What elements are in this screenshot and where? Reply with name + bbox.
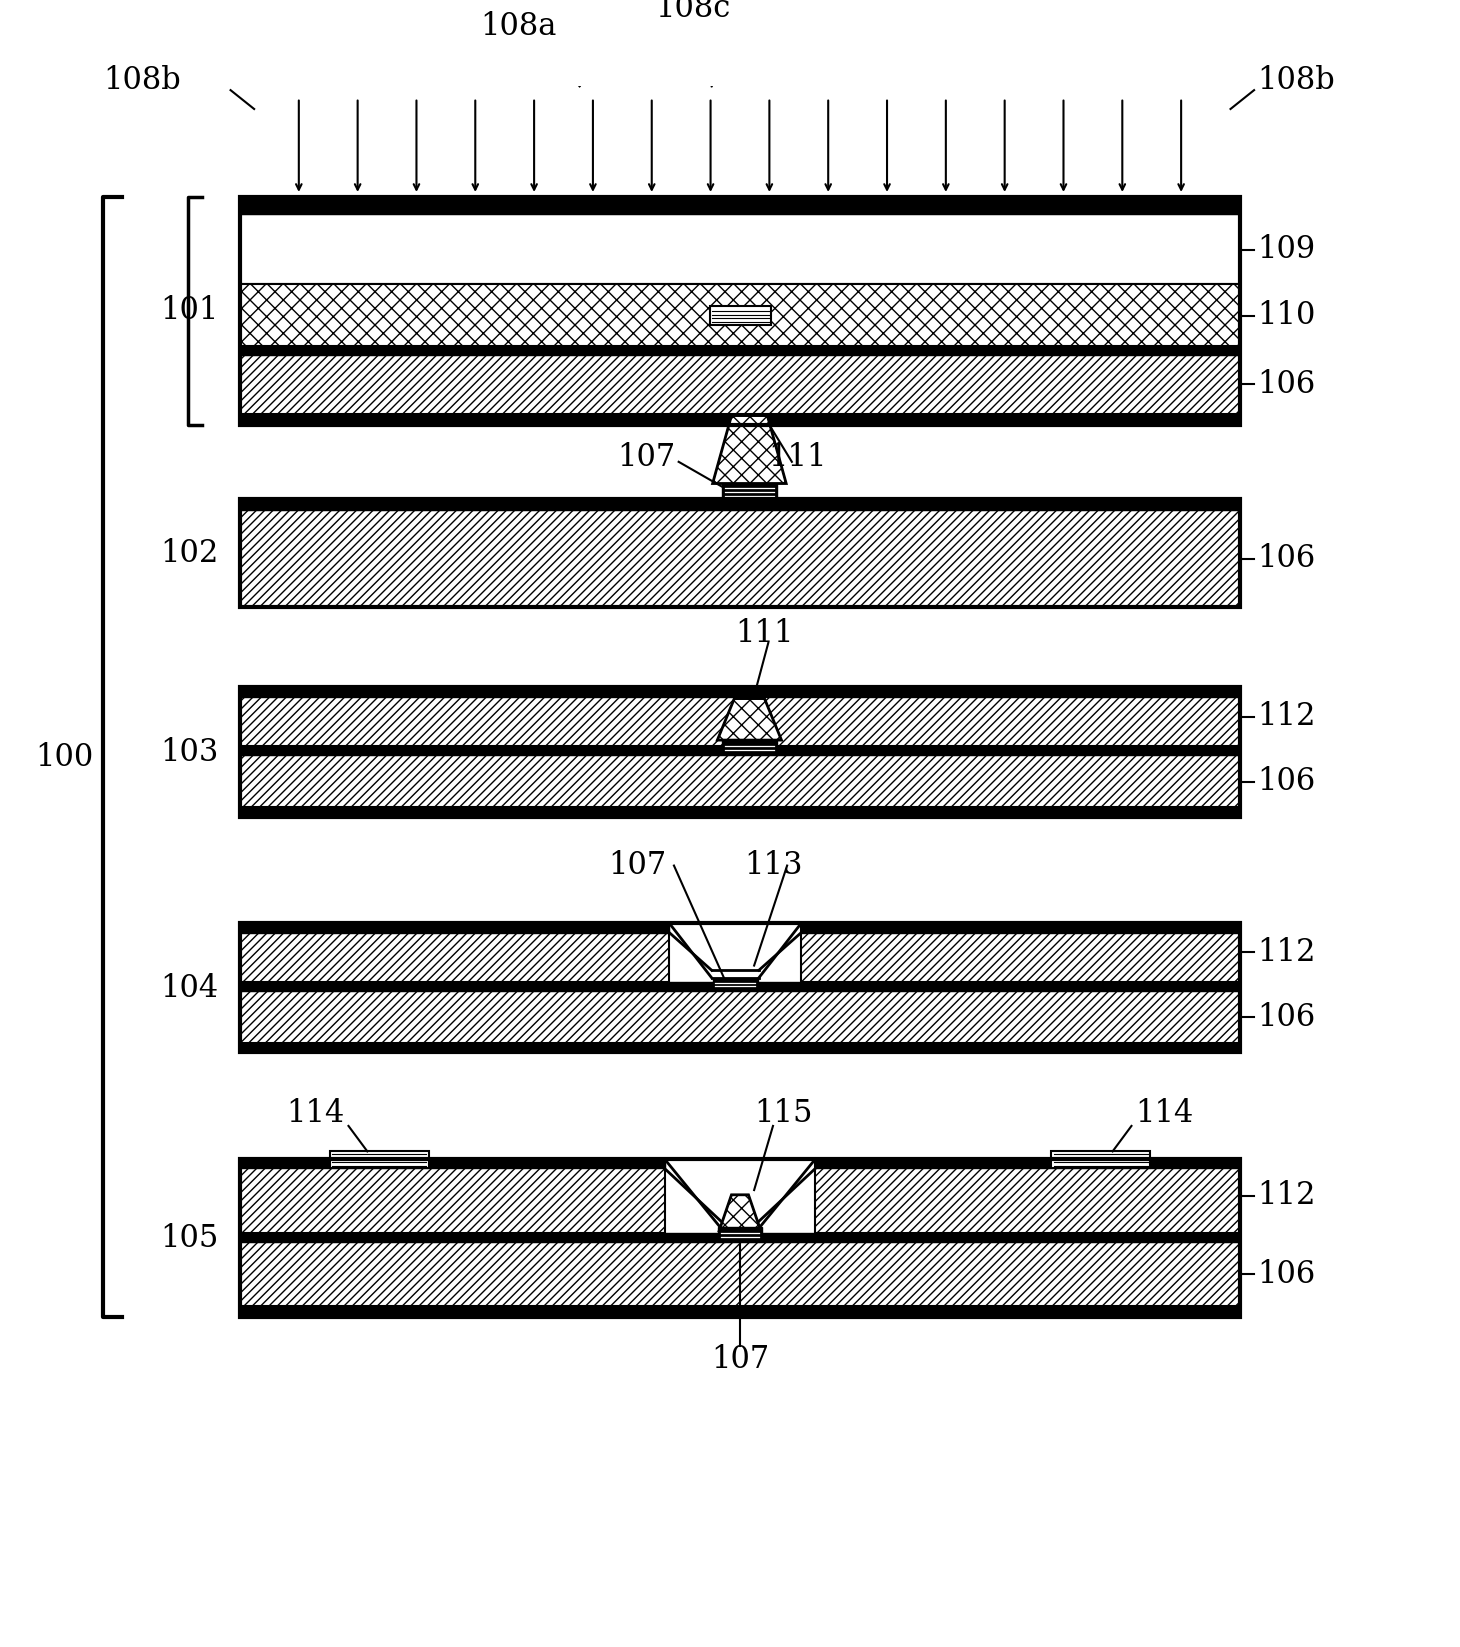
Text: 107: 107 — [607, 850, 666, 881]
Bar — [239, 922, 669, 932]
Bar — [239, 1232, 1240, 1242]
Bar — [802, 922, 1240, 982]
Bar — [239, 922, 669, 982]
Bar — [239, 499, 1240, 608]
Text: 111: 111 — [736, 618, 794, 649]
Bar — [239, 346, 1240, 356]
Text: 107: 107 — [618, 441, 676, 473]
Bar — [239, 687, 1240, 817]
Text: 111: 111 — [768, 441, 826, 473]
Text: 114: 114 — [286, 1099, 345, 1130]
Bar — [239, 756, 1240, 807]
Bar — [330, 1151, 429, 1168]
Text: 106: 106 — [1257, 1258, 1315, 1290]
Bar — [239, 687, 1240, 697]
Bar — [239, 982, 1240, 991]
Bar — [239, 1242, 1240, 1306]
Bar — [239, 196, 1240, 425]
Bar — [723, 740, 777, 753]
Bar — [239, 356, 1240, 413]
Bar — [239, 1159, 664, 1232]
Bar — [239, 687, 1240, 746]
Bar — [1051, 1151, 1150, 1168]
Bar — [712, 978, 758, 990]
Text: 108c: 108c — [656, 0, 730, 23]
Text: 112: 112 — [1257, 937, 1315, 968]
Text: 106: 106 — [1257, 369, 1315, 400]
Bar — [239, 991, 1240, 1043]
Text: 106: 106 — [1257, 544, 1315, 575]
Bar — [723, 484, 777, 499]
Bar — [816, 1159, 1240, 1232]
Text: 115: 115 — [755, 1099, 813, 1130]
Bar — [239, 1159, 664, 1168]
Text: 112: 112 — [1257, 702, 1315, 731]
Text: 102: 102 — [159, 539, 218, 568]
Bar — [710, 306, 771, 324]
Bar — [239, 499, 1240, 511]
Text: 101: 101 — [159, 295, 218, 326]
Bar — [802, 922, 1240, 932]
Bar — [239, 1043, 1240, 1052]
Bar — [816, 1159, 1240, 1168]
Text: 114: 114 — [1136, 1099, 1194, 1130]
Text: 110: 110 — [1257, 300, 1315, 331]
Text: 109: 109 — [1257, 234, 1315, 265]
Text: 113: 113 — [745, 850, 803, 881]
Bar — [239, 746, 1240, 756]
Bar — [239, 196, 1240, 214]
Polygon shape — [712, 415, 785, 484]
Bar — [239, 285, 1240, 346]
Bar — [718, 1227, 762, 1240]
Text: 112: 112 — [1257, 1181, 1315, 1211]
Text: 104: 104 — [159, 973, 218, 1003]
Polygon shape — [717, 698, 781, 740]
Text: 107: 107 — [711, 1344, 769, 1375]
Text: 108b: 108b — [1257, 66, 1334, 96]
Text: 105: 105 — [159, 1222, 218, 1253]
Bar — [239, 922, 1240, 1052]
Bar — [239, 807, 1240, 817]
Text: 108b: 108b — [104, 66, 181, 96]
Text: 103: 103 — [159, 736, 218, 768]
Text: 100: 100 — [35, 741, 93, 772]
Bar — [239, 1306, 1240, 1318]
Text: 106: 106 — [1257, 766, 1315, 797]
Bar — [239, 1159, 1240, 1318]
Bar — [239, 511, 1240, 608]
Text: 108a: 108a — [480, 12, 556, 43]
Bar — [239, 214, 1240, 285]
Text: 106: 106 — [1257, 1001, 1315, 1033]
Polygon shape — [720, 1194, 761, 1230]
Bar — [239, 413, 1240, 425]
